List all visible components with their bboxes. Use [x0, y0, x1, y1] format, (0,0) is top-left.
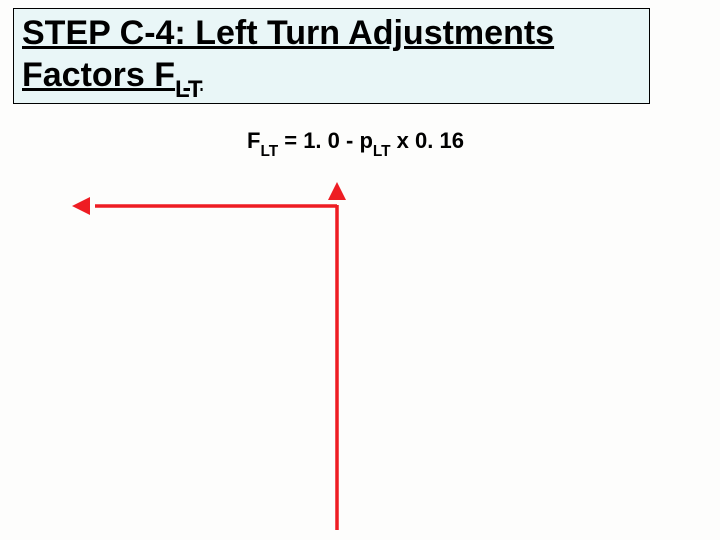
left-turn-diagram: [0, 0, 720, 540]
